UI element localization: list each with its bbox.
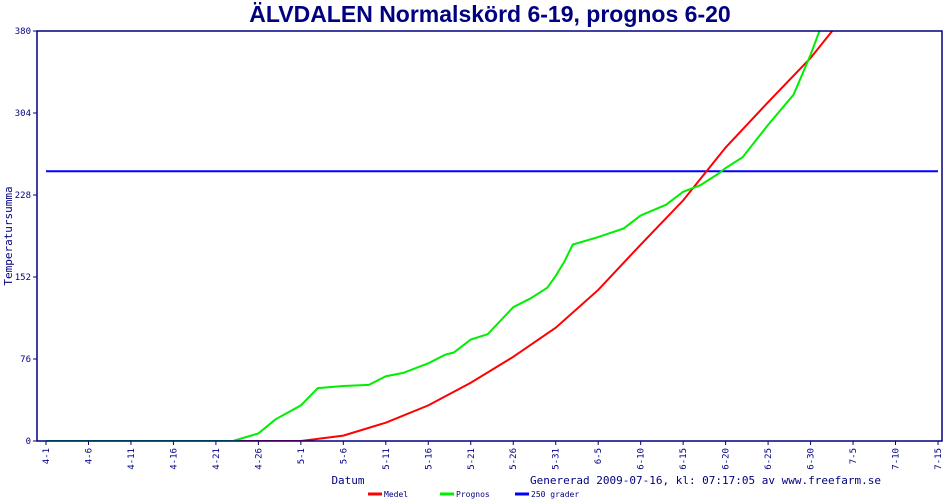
- x-tick-label: 4-6: [84, 448, 94, 464]
- x-tick-label: 5-11: [382, 448, 392, 470]
- x-tick-label: 7-15: [934, 448, 944, 470]
- x-tick-label: 5-6: [339, 448, 349, 464]
- y-tick-label: 380: [15, 27, 31, 37]
- y-tick-label: 76: [20, 355, 31, 365]
- x-tick-label: 5-16: [424, 448, 434, 470]
- y-tick-label: 152: [15, 273, 31, 283]
- x-tick-label: 7-5: [849, 448, 859, 464]
- series-line-medel: [46, 31, 834, 441]
- footer-text: Genererad 2009-07-16, kl: 07:17:05 av ww…: [530, 474, 881, 487]
- series-line-prognos: [46, 31, 821, 441]
- x-tick-label: 6-15: [679, 448, 689, 470]
- x-tick-label: 4-1: [42, 448, 52, 464]
- x-tick-label: 6-5: [594, 448, 604, 464]
- plot-frame: [36, 30, 943, 442]
- x-tick-label: 4-21: [212, 448, 222, 470]
- y-tick-label: 228: [15, 191, 31, 201]
- x-tick-label: 5-21: [467, 448, 477, 470]
- x-axis-label: Datum: [331, 474, 364, 487]
- x-tick-label: 4-26: [254, 448, 264, 470]
- y-tick-label: 304: [15, 109, 31, 119]
- x-tick-label: 4-16: [169, 448, 179, 470]
- legend-label: 250 grader: [531, 490, 579, 499]
- x-tick-label: 5-1: [297, 448, 307, 464]
- chart-title: ÄLVDALEN Normalskörd 6-19, prognos 6-20: [249, 1, 730, 27]
- x-tick-label: 4-11: [127, 448, 137, 470]
- x-tick-label: 6-20: [722, 448, 732, 470]
- x-tick-label: 7-10: [892, 448, 902, 470]
- x-tick-label: 6-25: [764, 448, 774, 470]
- legend-label: Prognos: [456, 490, 490, 499]
- x-tick-label: 5-26: [509, 448, 519, 470]
- x-tick-label: 6-10: [637, 448, 647, 470]
- y-tick-label: 0: [26, 437, 31, 447]
- legend-label: Medel: [384, 490, 408, 499]
- x-tick-label: 6-30: [807, 448, 817, 470]
- y-axis-label: Temperatursumma: [2, 186, 15, 285]
- x-tick-label: 5-31: [552, 448, 562, 470]
